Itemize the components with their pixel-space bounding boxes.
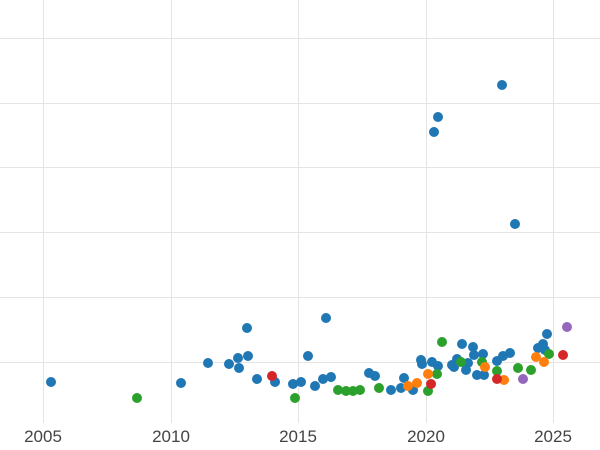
scatter-point-blue[interactable] — [538, 339, 548, 349]
scatter-point-blue[interactable] — [463, 358, 473, 368]
scatter-point-blue[interactable] — [252, 374, 262, 384]
scatter-point-blue[interactable] — [533, 343, 543, 353]
scatter-point-green[interactable] — [432, 369, 442, 379]
scatter-point-orange[interactable] — [412, 378, 422, 388]
scatter-point-blue[interactable] — [449, 362, 459, 372]
scatter-point-green[interactable] — [132, 393, 142, 403]
scatter-point-blue[interactable] — [386, 385, 396, 395]
scatter-point-green[interactable] — [333, 385, 343, 395]
scatter-point-blue[interactable] — [233, 353, 243, 363]
gridline-horizontal — [0, 232, 600, 233]
scatter-point-blue[interactable] — [176, 378, 186, 388]
scatter-point-blue[interactable] — [270, 377, 280, 387]
scatter-point-blue[interactable] — [417, 359, 427, 369]
scatter-point-blue[interactable] — [510, 219, 520, 229]
scatter-point-green[interactable] — [290, 393, 300, 403]
scatter-point-green[interactable] — [492, 366, 502, 376]
scatter-point-green[interactable] — [544, 349, 554, 359]
scatter-point-green[interactable] — [355, 385, 365, 395]
scatter-point-purple[interactable] — [562, 322, 572, 332]
gridline-vertical — [43, 0, 44, 423]
scatter-point-purple[interactable] — [518, 374, 528, 384]
scatter-point-blue[interactable] — [505, 348, 515, 358]
scatter-point-blue[interactable] — [243, 351, 253, 361]
gridline-horizontal — [0, 167, 600, 168]
scatter-point-red[interactable] — [267, 371, 277, 381]
scatter-point-blue[interactable] — [469, 350, 479, 360]
scatter-point-blue[interactable] — [498, 351, 508, 361]
scatter-point-blue[interactable] — [427, 357, 437, 367]
scatter-point-green[interactable] — [513, 363, 523, 373]
scatter-point-blue[interactable] — [318, 374, 328, 384]
scatter-point-orange[interactable] — [480, 362, 490, 372]
scatter-point-blue[interactable] — [46, 377, 56, 387]
scatter-point-blue[interactable] — [497, 80, 507, 90]
scatter-point-blue[interactable] — [399, 373, 409, 383]
x-tick-label: 2005 — [24, 427, 62, 446]
x-tick-label: 2015 — [279, 427, 317, 446]
scatter-point-blue[interactable] — [326, 372, 336, 382]
scatter-point-green[interactable] — [437, 337, 447, 347]
scatter-point-blue[interactable] — [303, 351, 313, 361]
scatter-point-orange[interactable] — [403, 381, 413, 391]
scatter-point-blue[interactable] — [433, 361, 443, 371]
scatter-point-blue[interactable] — [310, 381, 320, 391]
gridline-vertical — [553, 0, 554, 423]
scatter-point-blue[interactable] — [396, 383, 406, 393]
scatter-point-red[interactable] — [492, 374, 502, 384]
scatter-point-blue[interactable] — [370, 371, 380, 381]
x-tick-label: 2025 — [534, 427, 572, 446]
scatter-point-blue[interactable] — [288, 379, 298, 389]
scatter-point-blue[interactable] — [492, 356, 502, 366]
scatter-point-blue[interactable] — [461, 365, 471, 375]
scatter-point-orange[interactable] — [423, 369, 433, 379]
x-tick-label: 2010 — [152, 427, 190, 446]
gridline-vertical — [171, 0, 172, 423]
scatter-point-blue[interactable] — [468, 342, 478, 352]
scatter-point-green[interactable] — [341, 386, 351, 396]
scatter-point-green[interactable] — [374, 383, 384, 393]
gridline-horizontal — [0, 103, 600, 104]
scatter-point-blue[interactable] — [433, 112, 443, 122]
scatter-point-blue[interactable] — [224, 359, 234, 369]
scatter-point-red[interactable] — [558, 350, 568, 360]
gridline-vertical — [298, 0, 299, 423]
scatter-point-blue[interactable] — [203, 358, 213, 368]
scatter-point-green[interactable] — [526, 365, 536, 375]
scatter-point-orange[interactable] — [499, 375, 509, 385]
scatter-point-blue[interactable] — [542, 329, 552, 339]
scatter-point-orange[interactable] — [531, 352, 541, 362]
scatter-point-blue[interactable] — [429, 127, 439, 137]
gridline-horizontal — [0, 297, 600, 298]
scatter-point-blue[interactable] — [408, 385, 418, 395]
x-tick-label: 2020 — [407, 427, 445, 446]
scatter-point-blue[interactable] — [472, 370, 482, 380]
scatter-point-red[interactable] — [426, 379, 436, 389]
scatter-point-blue[interactable] — [296, 377, 306, 387]
scatter-point-blue[interactable] — [457, 339, 467, 349]
scatter-point-orange[interactable] — [539, 357, 549, 367]
scatter-point-blue[interactable] — [364, 368, 374, 378]
gridline-horizontal — [0, 362, 600, 363]
scatter-point-green[interactable] — [348, 386, 358, 396]
scatter-point-green[interactable] — [423, 386, 433, 396]
scatter-point-blue[interactable] — [234, 363, 244, 373]
gridline-vertical — [426, 0, 427, 423]
scatter-point-blue[interactable] — [478, 349, 488, 359]
scatter-point-green[interactable] — [456, 357, 466, 367]
scatter-point-blue[interactable] — [242, 323, 252, 333]
gridline-horizontal — [0, 38, 600, 39]
scatter-point-blue[interactable] — [479, 370, 489, 380]
scatter-point-blue[interactable] — [321, 313, 331, 323]
